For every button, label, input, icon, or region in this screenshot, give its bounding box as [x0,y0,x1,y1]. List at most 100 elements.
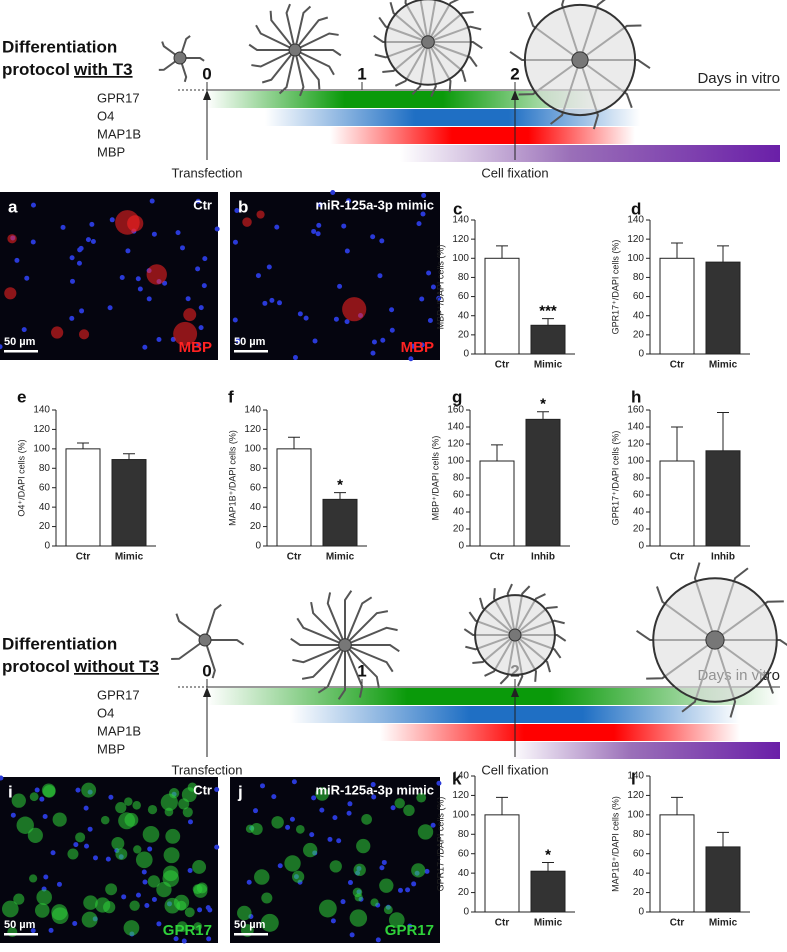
y-tick-label: 140 [452,215,469,226]
process [295,49,342,57]
bar [111,459,147,547]
nucleus [50,850,56,856]
significance: * [540,396,546,413]
nucleus [135,276,141,282]
process [294,49,335,76]
nucleus [311,795,317,801]
event-label: Transfection [171,165,242,180]
y-tick-label: 0 [638,907,644,918]
stain-label: MBP [179,339,212,356]
stained-cell [361,813,372,825]
nucleus [344,248,350,254]
nucleus [411,881,417,887]
bar [659,257,695,355]
y-tick-label: 160 [627,405,644,416]
error-bar [671,796,683,815]
nucleus [370,782,376,788]
process [294,5,312,51]
y-tick-label: 40 [633,868,645,879]
protocol-condition: without T3 [73,657,159,676]
stained-cell [124,797,133,806]
error-bar [717,831,729,847]
nucleus [173,936,179,942]
bar [530,870,566,913]
stained-cell [100,815,110,825]
event-label: Cell fixation [481,762,548,777]
stained-cell [162,870,180,887]
scale-label: 50 µm [234,336,266,348]
nucleus [274,224,280,230]
stained-cell [27,827,43,843]
y-tick-label: 0 [638,349,644,360]
nucleus [408,356,414,362]
stained-cell [164,897,181,914]
stained-cell [292,870,305,883]
nucleus [315,231,321,237]
nucleus [419,296,425,302]
process [317,644,346,694]
bar [484,257,520,355]
marker-band [207,688,780,705]
x-tick-label: Mimic [534,360,563,371]
stained-cell [379,878,394,893]
nucleus [333,316,339,322]
stained-cell [78,329,90,340]
process [179,35,191,59]
micrograph-label: Ctr [193,782,212,797]
significance: * [337,477,343,494]
x-tick-label: Ctr [670,360,685,371]
nucleus [347,880,353,886]
nucleus [10,812,16,818]
nucleus [430,822,436,828]
marker-label: GPR17 [97,687,140,702]
nucleus [125,248,131,254]
stained-cell [7,234,17,244]
stained-cell [51,907,69,925]
x-tick-label: Mimic [115,552,144,563]
error-bar [496,796,508,815]
nucleus [370,234,376,240]
nucleus [346,198,352,204]
stained-cell [29,792,39,802]
soma [421,35,435,49]
nucleus [144,903,150,909]
nucleus [73,842,79,848]
y-tick-label: 40 [633,310,645,321]
stained-cell [193,922,203,931]
nucleus [214,786,220,792]
panel-letter: f [228,387,234,406]
y-tick-label: 100 [627,809,644,820]
soma [198,633,212,647]
timeline-label: Days in vitro [697,70,780,87]
y-axis-label: MBP⁺/DAPI cells (%) [435,245,445,330]
stained-cell [349,909,368,927]
stained-cell [95,897,111,913]
nucleus [141,869,147,875]
stained-cell [115,848,128,861]
soma [338,638,352,652]
bar [530,324,566,355]
nucleus [390,805,396,811]
y-axis-label: MAP1B⁺/DAPI cells (%) [610,796,620,892]
nucleus [380,337,386,343]
y-tick-label: 160 [447,405,464,416]
event-label: Transfection [171,762,242,777]
x-tick-label: Ctr [670,552,685,563]
process [255,24,296,51]
process [171,639,206,661]
process [204,603,222,641]
y-tick-label: 100 [33,443,50,454]
y-tick-label: 80 [633,272,645,283]
process [179,57,188,83]
protocol-title: protocol without T3 [2,657,159,676]
nucleus [156,336,162,342]
process [344,644,364,698]
nucleus [436,295,442,301]
arrow-head [203,687,211,697]
stained-cell [303,842,318,858]
stained-cell [295,824,305,834]
error-bar [123,453,135,460]
day-label: 2 [510,64,519,83]
protocol-word: protocol [2,60,70,79]
nucleus [77,247,83,253]
